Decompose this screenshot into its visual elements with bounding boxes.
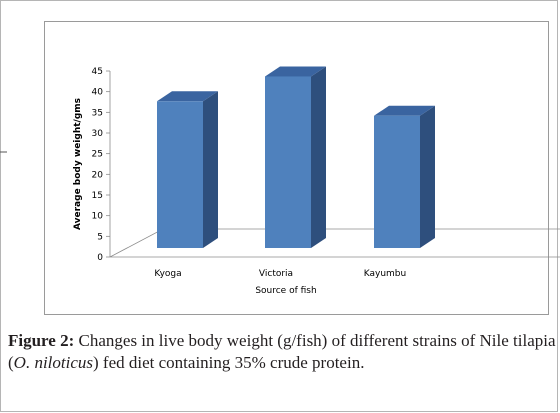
bar-top [374,105,435,116]
caption-text-before: Changes in live body weight (g/fish) of … [8,331,556,372]
y-tick-label: 20 [92,170,104,180]
chart-floor [109,228,560,258]
y-tick-label: 15 [92,191,103,201]
x-tick-label: Victoria [259,269,293,279]
x-tick-label: Kyoga [154,269,181,279]
y-axis: 0 5 10 15 20 25 30 35 40 45 [92,67,111,263]
caption-species: O. niloticus [13,353,94,372]
bar-top [265,66,326,77]
bar-front [157,101,203,249]
y-tick-label: 35 [92,108,103,118]
bar [157,91,218,249]
y-tick-label: 30 [92,129,104,139]
y-tick-label: 25 [92,150,103,160]
bar-front [374,115,420,248]
bar [374,105,435,248]
x-tick-label: Kayumbu [364,269,406,279]
y-tick-label: 5 [97,232,103,242]
bar-side [203,91,218,249]
y-axis-label: Average body weight/gms [73,98,83,230]
bar [265,66,326,248]
chart-floor-outline [109,228,560,258]
bar-top [157,91,218,102]
y-tick-label: 40 [92,88,104,98]
x-axis-label: Source of fish [255,286,316,296]
bars [157,66,435,249]
figure-caption: Figure 2: Changes in live body weight (g… [8,330,556,374]
y-tick-label: 10 [92,212,104,222]
x-axis-tick-labels: Kyoga Victoria Kayumbu [154,269,406,279]
bar-side [420,105,435,248]
y-tick-label: 45 [92,67,103,77]
figure-label: Figure 2: [8,331,75,350]
y-tick-label: 0 [97,253,103,263]
bar-front [265,76,311,248]
bar-side [311,66,326,248]
caption-text-after: ) fed diet containing 35% crude protein. [93,353,365,372]
chart-frame [44,21,549,315]
